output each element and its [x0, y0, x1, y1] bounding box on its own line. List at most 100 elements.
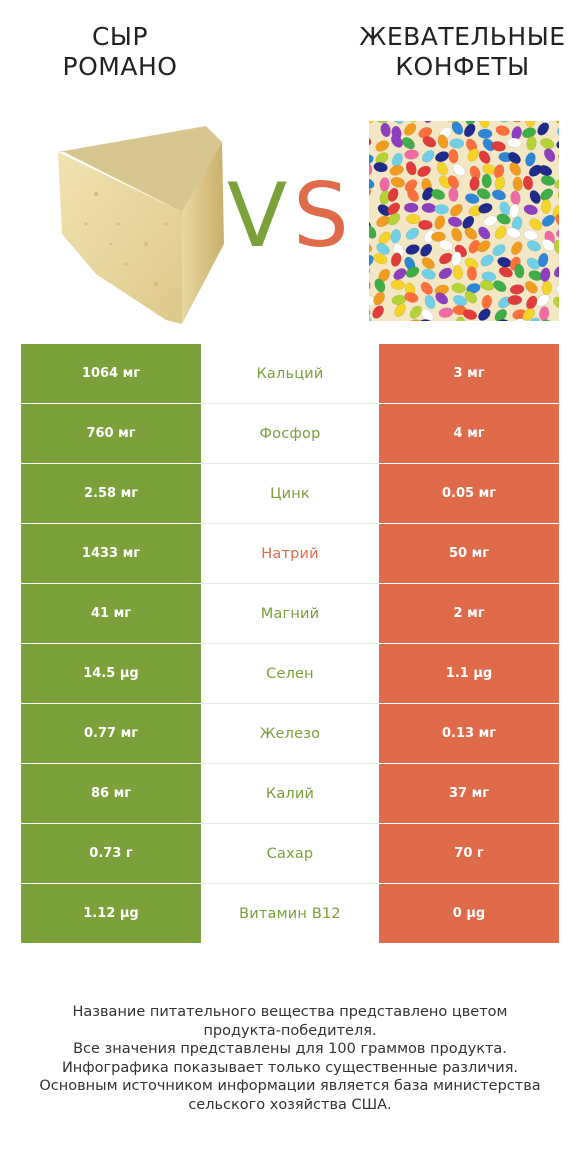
- jelly-bean: [506, 227, 521, 239]
- jelly-bean: [529, 190, 541, 204]
- jelly-bean: [408, 121, 419, 123]
- footer-note: Название питательного вещества представл…: [20, 1003, 560, 1114]
- jelly-bean: [495, 319, 510, 321]
- left-product-title: Сыр романо: [20, 22, 220, 82]
- jelly-bean: [418, 319, 433, 321]
- jelly-bean: [481, 173, 492, 189]
- jelly-bean: [449, 138, 465, 149]
- jelly-bean: [453, 295, 468, 307]
- jelly-bean: [403, 123, 417, 136]
- jelly-bean: [553, 265, 559, 278]
- left-value: 1.12 µg: [21, 884, 201, 943]
- left-value: 760 мг: [21, 404, 201, 464]
- vs-v-letter: V: [227, 164, 287, 260]
- jelly-bean: [369, 265, 370, 280]
- left-value: 86 мг: [21, 764, 201, 824]
- footer-line1: Название питательного вещества представл…: [72, 1004, 508, 1020]
- jelly-bean: [369, 242, 373, 254]
- jelly-bean: [403, 202, 419, 213]
- jelly-bean: [390, 228, 401, 244]
- jelly-bean: [465, 193, 480, 204]
- jelly-bean: [523, 204, 538, 216]
- table-row: 2.58 мг Цинк 0.05 мг: [21, 464, 559, 524]
- jelly-bean: [522, 175, 534, 191]
- jelly-bean: [420, 281, 433, 295]
- jelly-bean: [556, 127, 559, 140]
- jelly-bean: [481, 294, 493, 310]
- jelly-bean: [556, 138, 559, 150]
- jelly-bean: [369, 315, 372, 321]
- left-value: 0.73 г: [21, 824, 201, 884]
- left-value: 0.77 мг: [21, 704, 201, 764]
- jelly-bean: [498, 266, 513, 278]
- jelly-bean: [543, 148, 556, 162]
- jelly-bean: [538, 165, 553, 177]
- jelly-bean: [409, 305, 422, 319]
- right-value: 3 мг: [379, 344, 559, 404]
- jelly-bean: [394, 303, 406, 318]
- jelly-bean: [483, 215, 498, 227]
- jelly-bean: [480, 279, 495, 291]
- jelly-bean: [455, 316, 466, 321]
- jelly-bean: [448, 148, 459, 164]
- right-value: 70 г: [379, 824, 559, 884]
- right-value: 37 мг: [379, 764, 559, 824]
- jelly-bean: [421, 268, 436, 280]
- jelly-bean: [369, 254, 374, 268]
- jelly-bean: [540, 199, 552, 214]
- nutrient-name: Селен: [201, 644, 379, 704]
- jelly-bean: [405, 266, 420, 278]
- jelly-bean: [541, 280, 552, 296]
- jelly-bean: [369, 121, 375, 124]
- jelly-bean: [386, 320, 402, 321]
- jelly-bean: [508, 151, 521, 165]
- jelly-bean: [369, 123, 370, 138]
- right-value: 0.13 мг: [379, 704, 559, 764]
- jelly-bean: [393, 268, 407, 281]
- jelly-bean: [540, 267, 551, 282]
- table-row: 760 мг Фосфор 4 мг: [21, 404, 559, 464]
- nutrient-name: Сахар: [201, 824, 379, 884]
- table-row: 1064 мг Кальций 3 мг: [21, 344, 559, 404]
- jelly-bean: [529, 218, 543, 231]
- jelly-bean: [523, 229, 538, 241]
- jelly-bean: [390, 252, 402, 267]
- jelly-bean: [540, 175, 556, 186]
- jelly-bean: [526, 135, 537, 151]
- jelly-bean: [421, 187, 434, 201]
- jelly-bean: [369, 280, 371, 295]
- jelly-bean: [491, 141, 506, 152]
- jelly-bean: [418, 219, 433, 231]
- left-value: 41 мг: [21, 584, 201, 644]
- jelly-bean: [508, 121, 524, 123]
- right-value: 1.1 µg: [379, 644, 559, 704]
- nutrient-name: Магний: [201, 584, 379, 644]
- jelly-bean: [509, 162, 522, 176]
- jelly-bean: [378, 231, 391, 245]
- jelly-bean: [499, 201, 511, 216]
- jelly-bean: [402, 136, 415, 150]
- right-value: 2 мг: [379, 584, 559, 644]
- right-product-title: Жевательные конфеты: [350, 22, 575, 82]
- left-value: 1064 мг: [21, 344, 201, 404]
- jelly-bean: [422, 136, 437, 148]
- table-row: 86 мг Калий 37 мг: [21, 764, 559, 824]
- footer-line4: Инфографика показывает только существенн…: [61, 1059, 519, 1076]
- jelly-bean: [417, 165, 431, 177]
- left-value: 14.5 µg: [21, 644, 201, 704]
- table-row: 0.77 мг Железо 0.13 мг: [21, 704, 559, 764]
- jelly-bean: [539, 306, 550, 321]
- jelly-bean: [421, 202, 437, 214]
- jelly-bean: [423, 121, 434, 124]
- jelly-bean: [431, 189, 446, 200]
- jelly-bean: [514, 263, 525, 279]
- jelly-bean: [375, 140, 390, 152]
- jelly-bean: [466, 266, 478, 281]
- jelly-bean: [524, 280, 538, 294]
- jelly-bean: [390, 279, 406, 290]
- jelly-bean: [369, 135, 372, 147]
- nutrient-name: Натрий: [201, 524, 379, 584]
- jelly-bean: [434, 151, 450, 163]
- table-row: 1433 мг Натрий 50 мг: [21, 524, 559, 584]
- jelly-bean: [369, 161, 373, 176]
